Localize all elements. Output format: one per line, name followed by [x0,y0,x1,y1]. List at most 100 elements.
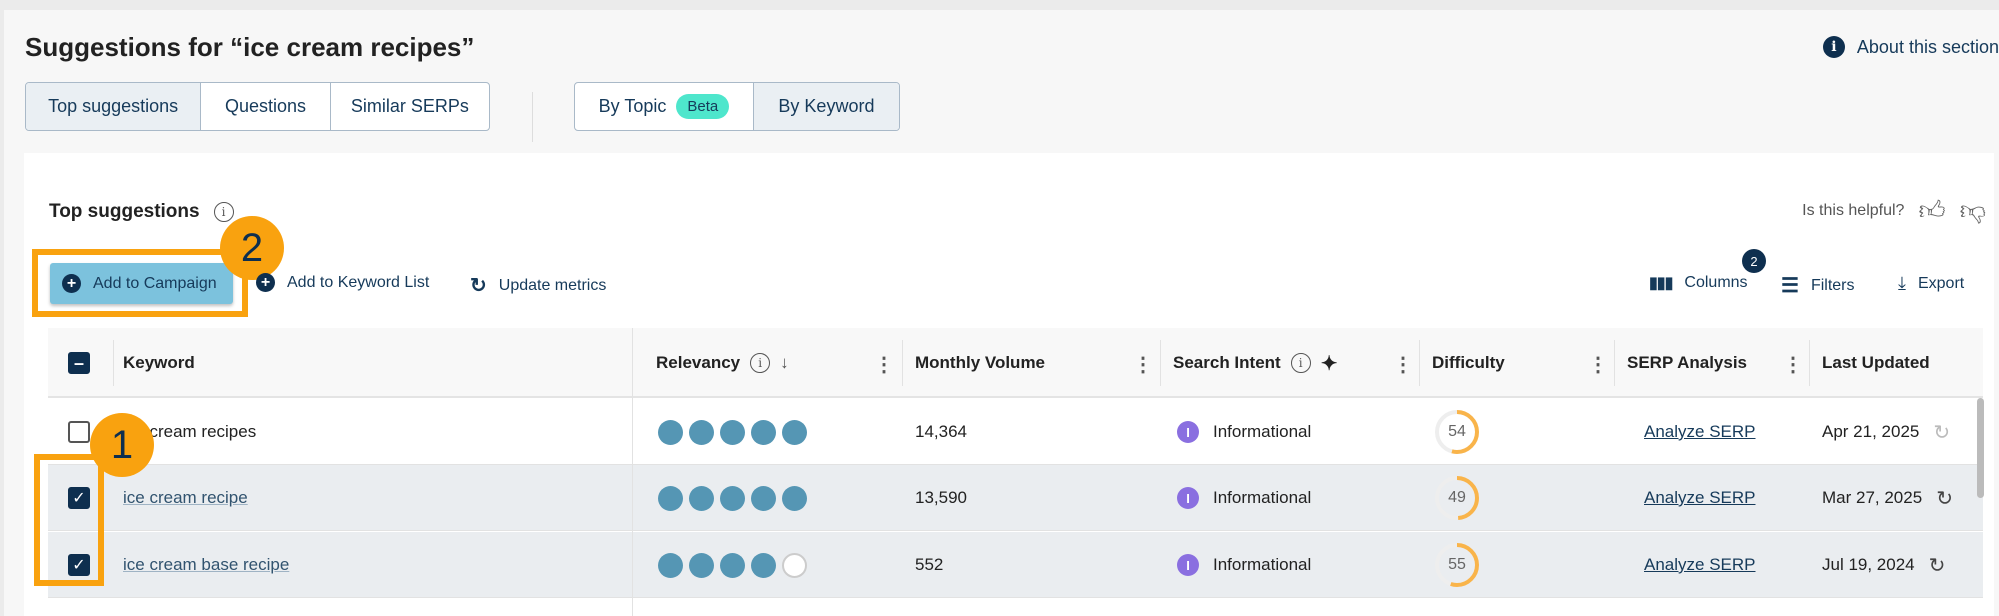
thumbs-up-icon[interactable]: 👍︎ [1918,195,1946,225]
sort-down-icon[interactable]: ↓ [780,353,789,372]
analyze-serp-link[interactable]: Analyze SERP [1644,555,1756,574]
thumbs-down-icon[interactable]: 👎︎ [1959,195,1986,225]
relevancy-rating [658,419,807,445]
difficulty-ring [1435,410,1479,454]
filters-label: Filters [1810,276,1855,294]
relevancy-dot [782,552,807,578]
row-checkbox[interactable] [68,421,90,443]
keyword-text[interactable]: ice cream recipes [123,422,257,441]
download-icon: ⤓ [1898,273,1906,293]
column-menu-icon[interactable]: ⋮ [1588,354,1608,376]
refresh-icon[interactable]: ↻ [1933,421,1951,444]
about-section-link[interactable]: i About this section [1822,36,1999,58]
plus-circle-icon: + [62,274,81,293]
info-icon[interactable]: i [750,353,771,373]
column-menu-icon[interactable]: ⋮ [874,354,894,376]
beta-badge: Beta [676,94,730,119]
info-icon[interactable]: i [1290,353,1311,373]
column-menu-icon[interactable]: ⋮ [1393,354,1413,376]
row-checkbox[interactable]: ✓ [68,487,90,509]
sparkle-icon: ✦ [1320,352,1338,375]
by-keyword-button[interactable]: By Keyword [753,83,899,130]
tab-similar-serps[interactable]: Similar SERPs [350,96,469,116]
intent-label: Informational [1213,488,1312,507]
export-label: Export [1917,274,1965,292]
sticky-column-divider [632,328,633,616]
scrollbar[interactable] [1977,398,1984,498]
table-row[interactable]: ice cream recipes 14,364 I Informational … [48,399,1983,465]
row-checkbox[interactable]: ✓ [68,554,90,576]
select-all-checkbox[interactable]: – [68,328,90,398]
by-topic-button[interactable]: By Topic Beta [575,83,754,130]
columns-label: Columns [1684,274,1748,291]
analyze-serp-link[interactable]: Analyze SERP [1644,488,1756,507]
col-keyword[interactable]: Keyword [123,353,195,372]
relevancy-label: Relevancy [656,353,741,372]
relevancy-dot [751,485,776,511]
update-metrics-button[interactable]: ↻ Update metrics [470,273,606,298]
annotation-box-1 [34,454,104,586]
annotation-box-2 [32,249,248,317]
difficulty-ring [1435,476,1479,520]
about-label: About this section [1856,36,1999,57]
col-relevancy[interactable]: Relevancy i ↓ [656,328,789,398]
card-title-text: Top suggestions [49,201,200,222]
annotation-badge-1: 1 [90,413,154,477]
monthly-volume: 552 [915,555,944,574]
info-icon[interactable]: i [213,202,234,222]
tab-top-suggestions[interactable]: Top suggestions [26,83,202,130]
col-monthly-volume[interactable]: Monthly Volume [915,353,1046,372]
tab-questions[interactable]: Questions [201,83,331,130]
intent-icon: I [1177,421,1199,443]
add-to-campaign-button[interactable]: + Add to Campaign [50,263,233,304]
refresh-icon[interactable]: ↻ [1936,487,1953,510]
last-updated: Mar 27, 2025 [1822,488,1923,507]
difficulty-value: 55 [1448,556,1466,573]
difficulty-gauge: 49 [1432,465,1482,531]
columns-icon: ▮▮▮ [1649,275,1673,292]
relevancy-dot [689,485,714,511]
col-last-updated[interactable]: Last Updated [1822,353,1930,372]
add-to-campaign-label: Add to Campaign [93,274,217,292]
col-difficulty[interactable]: Difficulty [1432,353,1505,372]
relevancy-dot [751,419,776,445]
info-icon: i [1822,36,1845,58]
monthly-volume: 14,364 [915,422,967,441]
relevancy-dot [689,552,714,578]
by-topic-label: By Topic [598,96,667,116]
relevancy-rating [658,552,807,578]
relevancy-dot [720,552,745,578]
columns-button[interactable]: ▮▮▮ Columns [1649,273,1748,293]
difficulty-value: 49 [1448,489,1466,506]
add-to-keyword-list-label: Add to Keyword List [287,273,430,291]
relevancy-rating [658,485,807,511]
relevancy-dot [658,419,683,445]
card-title: Top suggestions i [49,201,234,223]
refresh-icon[interactable]: ↻ [1928,554,1946,577]
add-to-keyword-list-button[interactable]: + Add to Keyword List [256,273,429,292]
export-button[interactable]: ⤓ Export [1898,273,1964,294]
column-menu-icon[interactable]: ⋮ [1783,354,1803,376]
page-title: Suggestions for “ice cream recipes” [25,32,475,62]
keyword-link[interactable]: ice cream base recipe [123,555,290,574]
relevancy-dot [720,485,745,511]
refresh-icon: ↻ [470,275,487,297]
keyword-link[interactable]: ice cream recipe [123,488,248,507]
table-header: – Keyword Relevancy i ↓ ⋮ Monthly Volume… [48,328,1983,398]
annotation-badge-2: 2 [220,216,284,280]
relevancy-dot [751,552,776,578]
divider [532,92,533,142]
suggestions-card: Top suggestions i Is this helpful? 👍︎ 👎︎… [24,153,1994,616]
col-search-intent[interactable]: Search Intent i ✦ [1173,328,1337,398]
analyze-serp-link[interactable]: Analyze SERP [1644,422,1756,441]
difficulty-ring [1435,543,1479,587]
filter-icon: ☰ [1781,275,1799,297]
col-serp-analysis[interactable]: SERP Analysis [1627,353,1748,372]
search-intent-label: Search Intent [1173,353,1281,372]
relevancy-dot [689,419,714,445]
filters-button[interactable]: ☰ Filters [1781,273,1855,298]
table-row[interactable]: ✓ ice cream base recipe 552 I Information… [48,532,1983,598]
column-menu-icon[interactable]: ⋮ [1133,354,1153,376]
table-row[interactable]: ✓ ice cream recipe 13,590 I Informational… [48,465,1983,531]
relevancy-dot [782,485,807,511]
